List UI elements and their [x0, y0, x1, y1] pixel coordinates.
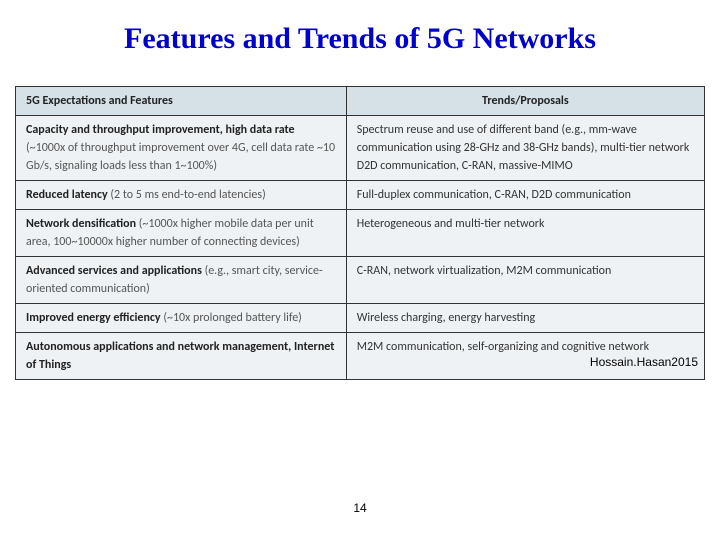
- slide-title: Features and Trends of 5G Networks: [0, 0, 720, 86]
- header-trends: Trends/Proposals: [346, 87, 704, 116]
- table-row: Capacity and throughput improvement, hig…: [16, 116, 705, 181]
- feature-detail: (2 to 5 ms end-to-end latencies): [108, 188, 266, 202]
- table-row: Advanced services and applications (e.g.…: [16, 257, 705, 304]
- trend-cell: Wireless charging, energy harvesting: [346, 304, 704, 333]
- table-row: Reduced latency (2 to 5 ms end-to-end la…: [16, 181, 705, 210]
- feature-main: Network densification: [26, 217, 136, 231]
- feature-main: Autonomous applications and network mana…: [26, 340, 334, 372]
- table-body: Capacity and throughput improvement, hig…: [16, 116, 705, 380]
- citation-text: Hossain.Hasan2015: [590, 355, 698, 369]
- trend-cell: Full-duplex communication, C-RAN, D2D co…: [346, 181, 704, 210]
- feature-main: Improved energy efficiency: [26, 311, 161, 325]
- feature-main: Reduced latency: [26, 188, 108, 202]
- feature-detail: (~1000x of throughput improvement over 4…: [26, 141, 335, 173]
- trend-cell: Spectrum reuse and use of different band…: [346, 116, 704, 181]
- feature-detail: (~10x prolonged battery life): [161, 311, 302, 325]
- trend-cell: C-RAN, network virtualization, M2M commu…: [346, 257, 704, 304]
- feature-cell: Network densification (~1000x higher mob…: [16, 210, 347, 257]
- feature-cell: Autonomous applications and network mana…: [16, 333, 347, 380]
- table-header-row: 5G Expectations and Features Trends/Prop…: [16, 87, 705, 116]
- table-row: Network densification (~1000x higher mob…: [16, 210, 705, 257]
- table-row: Improved energy efficiency (~10x prolong…: [16, 304, 705, 333]
- page-number: 14: [0, 501, 720, 515]
- feature-cell: Capacity and throughput improvement, hig…: [16, 116, 347, 181]
- header-features: 5G Expectations and Features: [16, 87, 347, 116]
- feature-main: Advanced services and applications: [26, 264, 202, 278]
- trend-cell: Heterogeneous and multi-tier network: [346, 210, 704, 257]
- feature-cell: Reduced latency (2 to 5 ms end-to-end la…: [16, 181, 347, 210]
- features-table: 5G Expectations and Features Trends/Prop…: [15, 86, 705, 380]
- feature-cell: Improved energy efficiency (~10x prolong…: [16, 304, 347, 333]
- feature-main: Capacity and throughput improvement, hig…: [26, 123, 295, 137]
- feature-cell: Advanced services and applications (e.g.…: [16, 257, 347, 304]
